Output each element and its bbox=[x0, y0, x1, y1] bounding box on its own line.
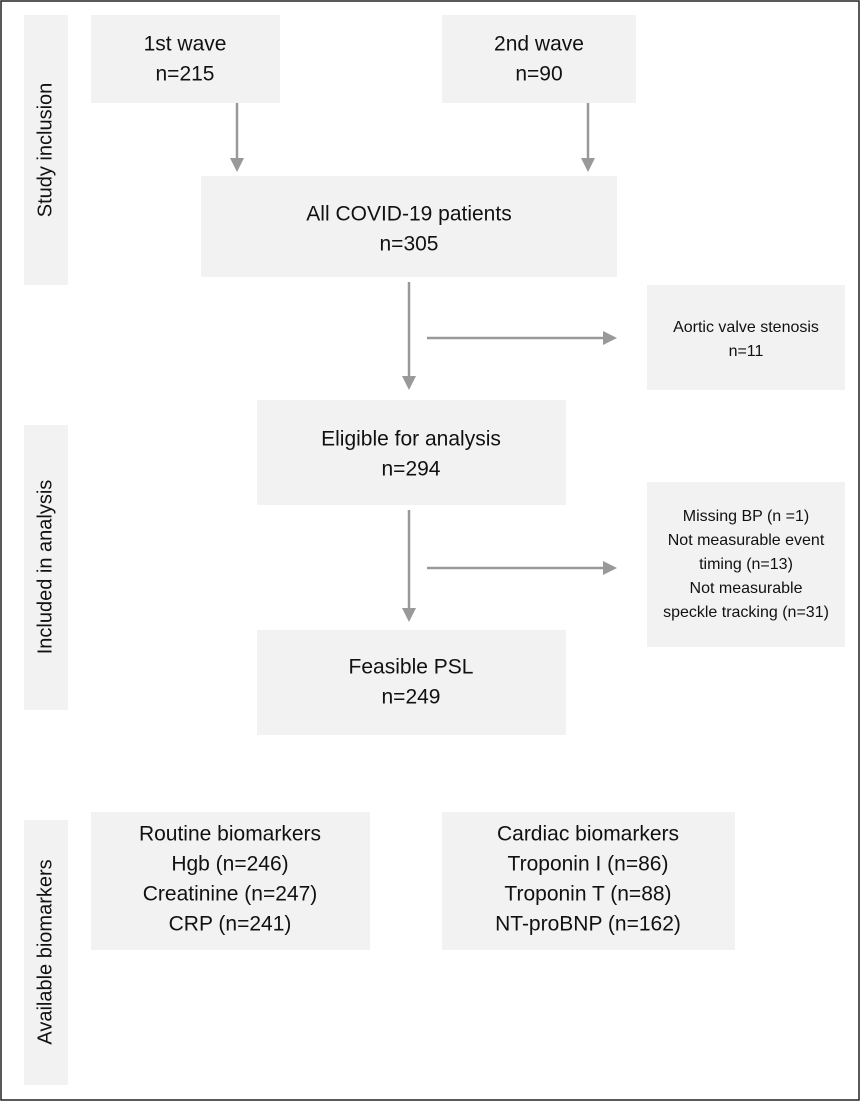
side-label: Available biomarkers bbox=[34, 859, 56, 1044]
node-text: Not measurable event bbox=[668, 532, 825, 549]
node-box bbox=[91, 812, 370, 950]
node-text: Missing BP (n =1) bbox=[683, 508, 809, 525]
node-text: 1st wave bbox=[144, 33, 227, 56]
node-box bbox=[442, 812, 735, 950]
node-box bbox=[257, 400, 566, 505]
node-text: Not measurable bbox=[690, 580, 803, 597]
node-text: Troponin T (n=88) bbox=[504, 883, 671, 906]
node-text: NT-proBNP (n=162) bbox=[495, 913, 681, 936]
node-text: speckle tracking (n=31) bbox=[663, 604, 829, 621]
node-box bbox=[91, 15, 280, 103]
node-text: All COVID-19 patients bbox=[306, 203, 511, 226]
node-text: Creatinine (n=247) bbox=[143, 883, 318, 906]
node-box bbox=[442, 15, 636, 103]
side-label: Included in analysis bbox=[34, 480, 56, 655]
side-box bbox=[24, 425, 68, 710]
node-text: n=305 bbox=[380, 233, 439, 256]
node-text: n=11 bbox=[729, 343, 764, 360]
node-text: Eligible for analysis bbox=[321, 428, 501, 451]
node-text: 2nd wave bbox=[494, 33, 584, 56]
node-text: Feasible PSL bbox=[349, 656, 474, 679]
node-text: timing (n=13) bbox=[699, 556, 793, 573]
node-text: Routine biomarkers bbox=[139, 823, 321, 846]
node-box bbox=[647, 285, 845, 390]
node-text: CRP (n=241) bbox=[169, 913, 292, 936]
side-box bbox=[24, 820, 68, 1085]
node-text: n=215 bbox=[156, 63, 215, 86]
node-text: n=294 bbox=[382, 458, 441, 481]
node-box bbox=[257, 630, 566, 735]
side-label: Study inclusion bbox=[34, 83, 56, 218]
node-text: n=249 bbox=[382, 686, 441, 709]
arrows bbox=[230, 103, 617, 622]
node-text: Aortic valve stenosis bbox=[673, 319, 819, 336]
node-box bbox=[201, 176, 617, 277]
side-box bbox=[24, 15, 68, 285]
node-text: n=90 bbox=[515, 63, 562, 86]
node-text: Hgb (n=246) bbox=[171, 853, 288, 876]
node-text: Troponin I (n=86) bbox=[508, 853, 669, 876]
node-text: Cardiac biomarkers bbox=[497, 823, 679, 846]
node-box bbox=[647, 482, 845, 647]
